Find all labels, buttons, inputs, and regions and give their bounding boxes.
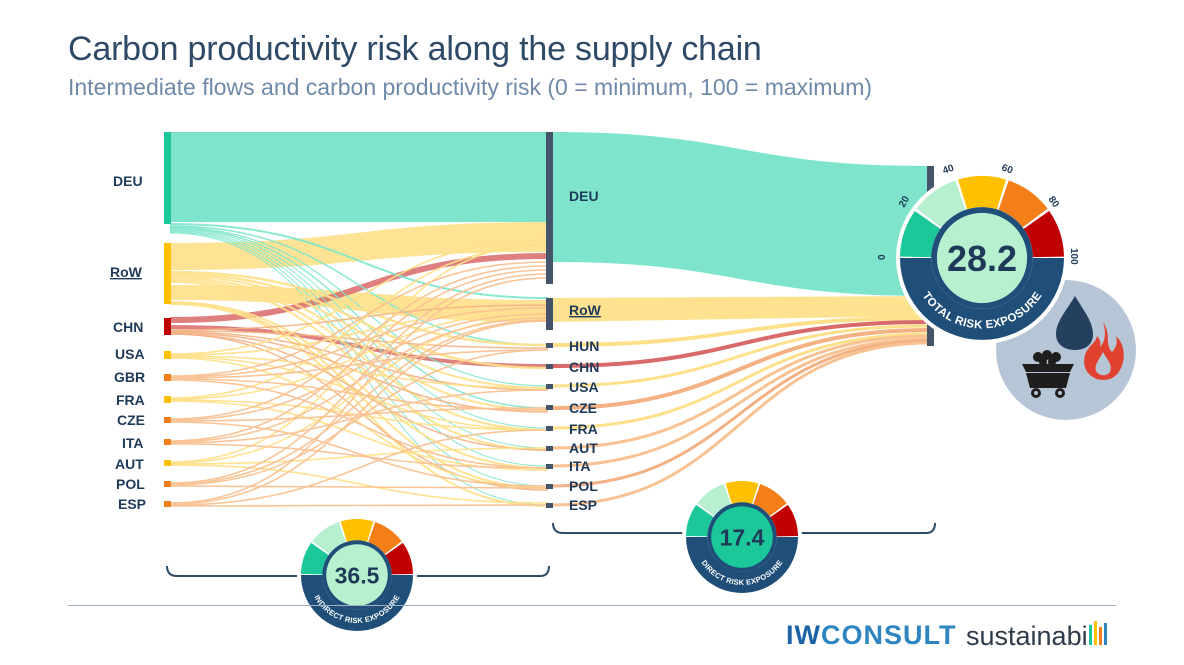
total-gauge-segment-very-high — [1023, 210, 1064, 258]
label-mid-fra: FRA — [569, 421, 598, 437]
indirect-gauge-segment-low — [301, 542, 329, 575]
flow-chn-deu — [169, 253, 549, 323]
total-tick-20: 20 — [897, 194, 912, 210]
label-mid-aut: AUT — [569, 440, 598, 456]
label-mid-usa: USA — [569, 379, 599, 395]
total-tick-60: 60 — [1000, 162, 1015, 176]
label-left-deu: DEU — [113, 173, 143, 189]
footer-divider — [68, 605, 1116, 606]
label-left-gbr: GBR — [114, 369, 145, 385]
direct-gauge-segment-low — [686, 504, 714, 537]
label-mid-cze: CZE — [569, 400, 597, 416]
indirect-gauge-center — [326, 544, 388, 606]
label-mid-pol: POL — [569, 478, 598, 494]
total-tick-40: 40 — [941, 163, 956, 177]
direct-gauge-segment-light — [697, 484, 731, 517]
gauge-indirect: 36.5INDIRECT RISK EXPOSURE — [297, 515, 417, 635]
direct-gauge-segment-high — [753, 484, 787, 517]
flame-icon — [1084, 322, 1124, 380]
total-gauge-segment-high — [998, 180, 1048, 228]
iw-consult-logo: IWCONSULT — [786, 620, 957, 650]
label-mid-chn: CHN — [569, 359, 599, 375]
label-left-row: RoW — [110, 264, 143, 280]
sankey-flows-stage2 — [551, 132, 931, 507]
page-subtitle: Intermediate flows and carbon productivi… — [68, 74, 873, 100]
label-mid-deu: DEU — [569, 188, 599, 204]
total-gauge-segment-light — [916, 180, 966, 228]
indirect-gauge-segment-medium — [340, 519, 374, 542]
total-gauge-segment-low — [900, 210, 941, 258]
node-chn-left — [164, 318, 171, 335]
node-row-middle — [546, 298, 553, 330]
resource-icons — [996, 280, 1136, 420]
direct-gauge-center — [711, 506, 773, 568]
total-tick-0: 0 — [877, 254, 888, 260]
label-left-cze: CZE — [117, 412, 145, 428]
page-title: Carbon productivity risk along the suppl… — [68, 30, 762, 68]
label-left-chn: CHN — [113, 319, 143, 335]
flow-row-row — [170, 285, 548, 322]
left-nodes — [164, 132, 171, 507]
label-left-usa: USA — [115, 346, 145, 362]
indirect-gauge-segment-high — [368, 522, 402, 555]
total-gauge-segment-medium — [958, 175, 1006, 210]
total-gauge-caption-band — [900, 258, 1064, 340]
direct-risk-value: 17.4 — [720, 524, 765, 550]
indirect-gauge-caption-band — [301, 575, 413, 631]
label-left-ita: ITA — [122, 435, 144, 451]
indirect-gauge-segment-very-high — [385, 542, 413, 575]
label-left-aut: AUT — [115, 456, 144, 472]
node-deu-middle — [546, 132, 553, 284]
total-gauge-center — [936, 212, 1028, 304]
middle-node-labels: DEU RoW HUN CHN USA CZE FRA AUT ITA POL … — [569, 188, 602, 513]
label-mid-esp: ESP — [569, 497, 597, 513]
direct-gauge-caption-band — [686, 537, 798, 593]
indirect-gauge-segment-light — [312, 522, 346, 555]
flow-row-total — [552, 296, 930, 322]
direct-gauge-segment-medium — [725, 481, 759, 504]
label-left-esp: ESP — [118, 496, 146, 512]
direct-gauge-segment-very-high — [770, 504, 798, 537]
label-mid-hun: HUN — [569, 338, 599, 354]
sustainabill-bars-icon — [1088, 621, 1107, 645]
total-tick-100: 100 — [1068, 248, 1079, 265]
flow-deu-deu — [170, 132, 548, 222]
indirect-risk-value: 36.5 — [335, 562, 380, 588]
middle-nodes — [546, 132, 553, 508]
total-risk-value: 28.2 — [947, 238, 1017, 279]
node-deu-left — [164, 132, 171, 224]
flow-deu-total — [552, 132, 930, 296]
flow-row-deu — [170, 222, 548, 270]
label-left-fra: FRA — [116, 392, 145, 408]
left-node-labels: DEU RoW CHN USA GBR FRA CZE ITA AUT POL … — [110, 173, 146, 512]
label-mid-row: RoW — [569, 302, 602, 318]
node-row-left — [164, 243, 171, 304]
label-left-pol: POL — [116, 476, 145, 492]
coal-cart-icon — [1022, 350, 1074, 398]
water-drop-icon — [1056, 296, 1093, 350]
label-mid-ita: ITA — [569, 458, 591, 474]
sankey-flows-stage1 — [169, 132, 549, 507]
sustainabill-logo: sustainabi — [966, 619, 1110, 652]
